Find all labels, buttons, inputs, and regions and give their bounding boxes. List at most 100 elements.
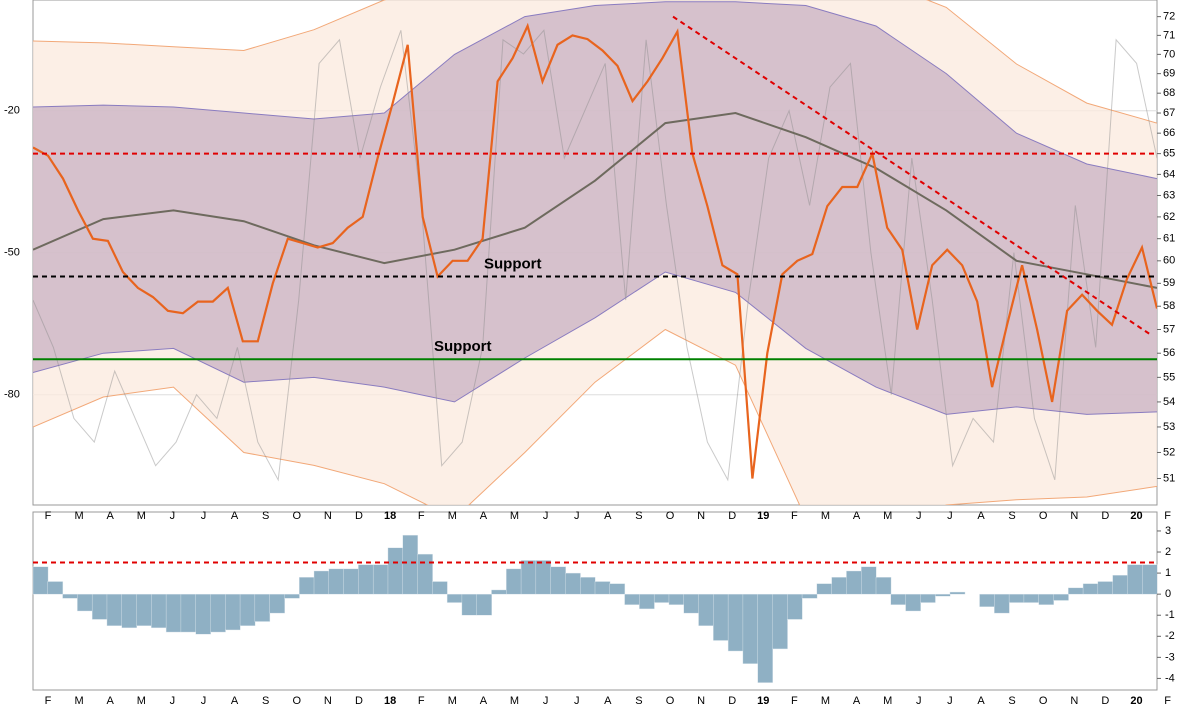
bar [1008, 593, 1025, 603]
bar [801, 593, 818, 599]
x-tick-label: F [418, 695, 425, 707]
x-tick-label: S [262, 510, 269, 522]
x-tick-label: M [821, 510, 830, 522]
x-tick-label: D [355, 695, 363, 707]
x-tick-label: O [666, 695, 675, 707]
x-tick-label: M [75, 695, 84, 707]
bar [210, 593, 226, 633]
x-tick-label: J [201, 695, 207, 707]
bar [698, 593, 714, 626]
x-tick-label: J [170, 695, 176, 707]
bar [1082, 583, 1099, 595]
bar [742, 593, 759, 664]
bar [269, 593, 285, 614]
x-tick-label: S [262, 695, 269, 707]
x-tick-label: J [947, 510, 953, 522]
band-upper [33, 0, 1157, 124]
bar [77, 593, 93, 612]
x-tick-label: N [697, 695, 705, 707]
x-tick-label: J [916, 510, 922, 522]
x-tick-label: A [604, 510, 612, 522]
y2-tick-label: -20 [4, 105, 20, 117]
y-tick-label: 53 [1163, 421, 1175, 433]
bar [890, 593, 907, 605]
bar [668, 593, 685, 605]
x-tick-label: F [791, 510, 798, 522]
x-tick-label: N [697, 510, 705, 522]
bar [861, 566, 877, 595]
x-tick-label: 20 [1130, 695, 1142, 707]
bar [299, 577, 315, 595]
bar [1112, 574, 1128, 595]
bar [905, 593, 921, 612]
bar [934, 593, 951, 597]
bar [831, 577, 847, 595]
y-tick-label: 52 [1163, 446, 1175, 458]
bar [1068, 587, 1084, 595]
bar [476, 593, 492, 616]
x-tick-label: O [666, 510, 675, 522]
bar [949, 591, 966, 595]
bar [432, 581, 448, 595]
bar [979, 593, 995, 607]
x-tick-label: N [1070, 510, 1078, 522]
bar [816, 583, 833, 595]
bar [491, 589, 507, 595]
x-tick-label: 19 [757, 510, 769, 522]
x-tick-label: 18 [384, 695, 396, 707]
bar [461, 593, 478, 616]
bar [639, 593, 655, 610]
bar [727, 593, 744, 652]
main-plot [33, 0, 1157, 505]
x-tick-label: M [510, 510, 519, 522]
y-tick-label: 0 [1165, 588, 1171, 600]
bar [91, 593, 108, 620]
bar [609, 583, 626, 595]
x-tick-label: D [1101, 695, 1109, 707]
x-tick-label: F [418, 510, 425, 522]
x-tick-label: M [137, 510, 146, 522]
y-tick-label: 67 [1163, 107, 1175, 119]
y-tick-label: 55 [1163, 371, 1175, 383]
y-tick-label: -4 [1165, 672, 1175, 684]
band-upper [33, 1, 1157, 180]
x-tick-label: S [1008, 510, 1015, 522]
x-tick-label: F [791, 695, 798, 707]
x-tick-label: M [883, 510, 892, 522]
y-tick-label: 66 [1163, 127, 1175, 139]
x-tick-label: J [543, 510, 549, 522]
y-tick-label: 59 [1163, 277, 1175, 289]
y-tick-label: 69 [1163, 68, 1175, 80]
bar [565, 572, 581, 595]
x-tick-label: J [543, 695, 549, 707]
bar [446, 593, 463, 603]
x-tick-label: J [170, 510, 176, 522]
bar [1142, 564, 1158, 595]
series-line [33, 22, 1157, 479]
y-tick-label: 68 [1163, 87, 1175, 99]
bar [713, 593, 729, 641]
y-tick-label: 62 [1163, 211, 1175, 223]
x-tick-label: A [977, 510, 985, 522]
annotation: Support [434, 338, 492, 355]
bar [151, 593, 167, 629]
lower-plot [32, 534, 1158, 683]
x-tick-label: S [1008, 695, 1015, 707]
bar [387, 547, 404, 595]
x-tick-label: J [574, 695, 580, 707]
y-tick-label: 61 [1163, 233, 1175, 245]
y-tick-label: -3 [1165, 651, 1175, 663]
y-tick-label: 54 [1163, 396, 1175, 408]
x-tick-label: M [448, 510, 457, 522]
x-tick-label: F [45, 510, 52, 522]
x-tick-label: J [947, 695, 953, 707]
band-fill [33, 1, 1157, 415]
y-tick-label: 72 [1163, 11, 1175, 23]
x-tick-label: O [293, 695, 302, 707]
oscillator-line [33, 29, 1157, 482]
y-tick-label: 1 [1165, 567, 1171, 579]
x-tick-label: D [728, 695, 736, 707]
bar [225, 593, 241, 631]
x-tick-label: S [635, 695, 642, 707]
